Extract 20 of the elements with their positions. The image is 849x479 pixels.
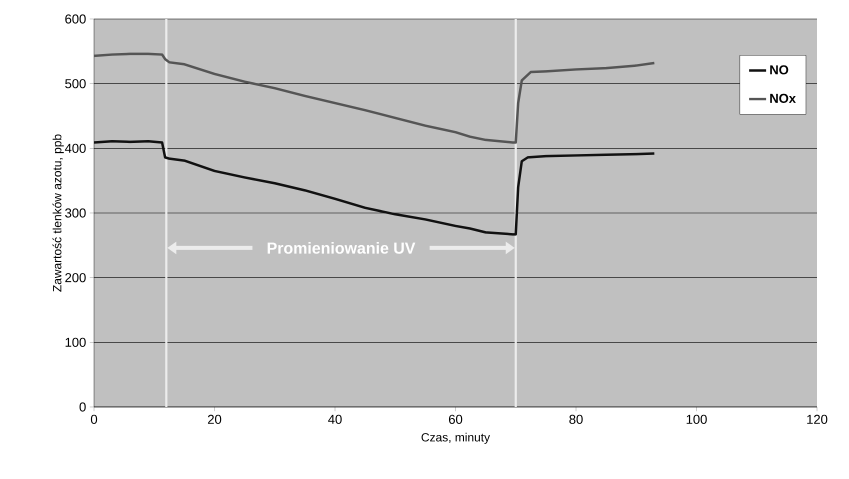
x-axis-title: Czas, minuty — [422, 432, 490, 444]
y-tick-label: 200 — [65, 273, 86, 282]
x-tick-label: 20 — [208, 414, 222, 424]
annotation: Promieniowanie UV — [268, 242, 416, 254]
legend-label: NO — [770, 65, 788, 74]
y-tick-label: 500 — [65, 79, 86, 88]
x-tick-label: 40 — [328, 414, 342, 424]
y-axis-title: Zawartość tlenków azotu, ppb — [52, 134, 64, 292]
y-tick-label: 0 — [80, 402, 86, 412]
line-series — [94, 140, 656, 236]
x-tick-label: 60 — [448, 414, 462, 424]
y-tick-label: 600 — [65, 14, 86, 24]
y-tick-label: 100 — [66, 338, 86, 347]
x-tick-label: 100 — [686, 414, 707, 424]
y-tick-label: 400 — [64, 144, 86, 153]
legend-label: NOx — [770, 94, 796, 103]
y-tick-label: 300 — [65, 208, 86, 218]
x-tick-label: 0 — [90, 414, 98, 424]
x-tick-label: 120 — [807, 414, 828, 424]
x-tick-label: 80 — [569, 414, 583, 424]
